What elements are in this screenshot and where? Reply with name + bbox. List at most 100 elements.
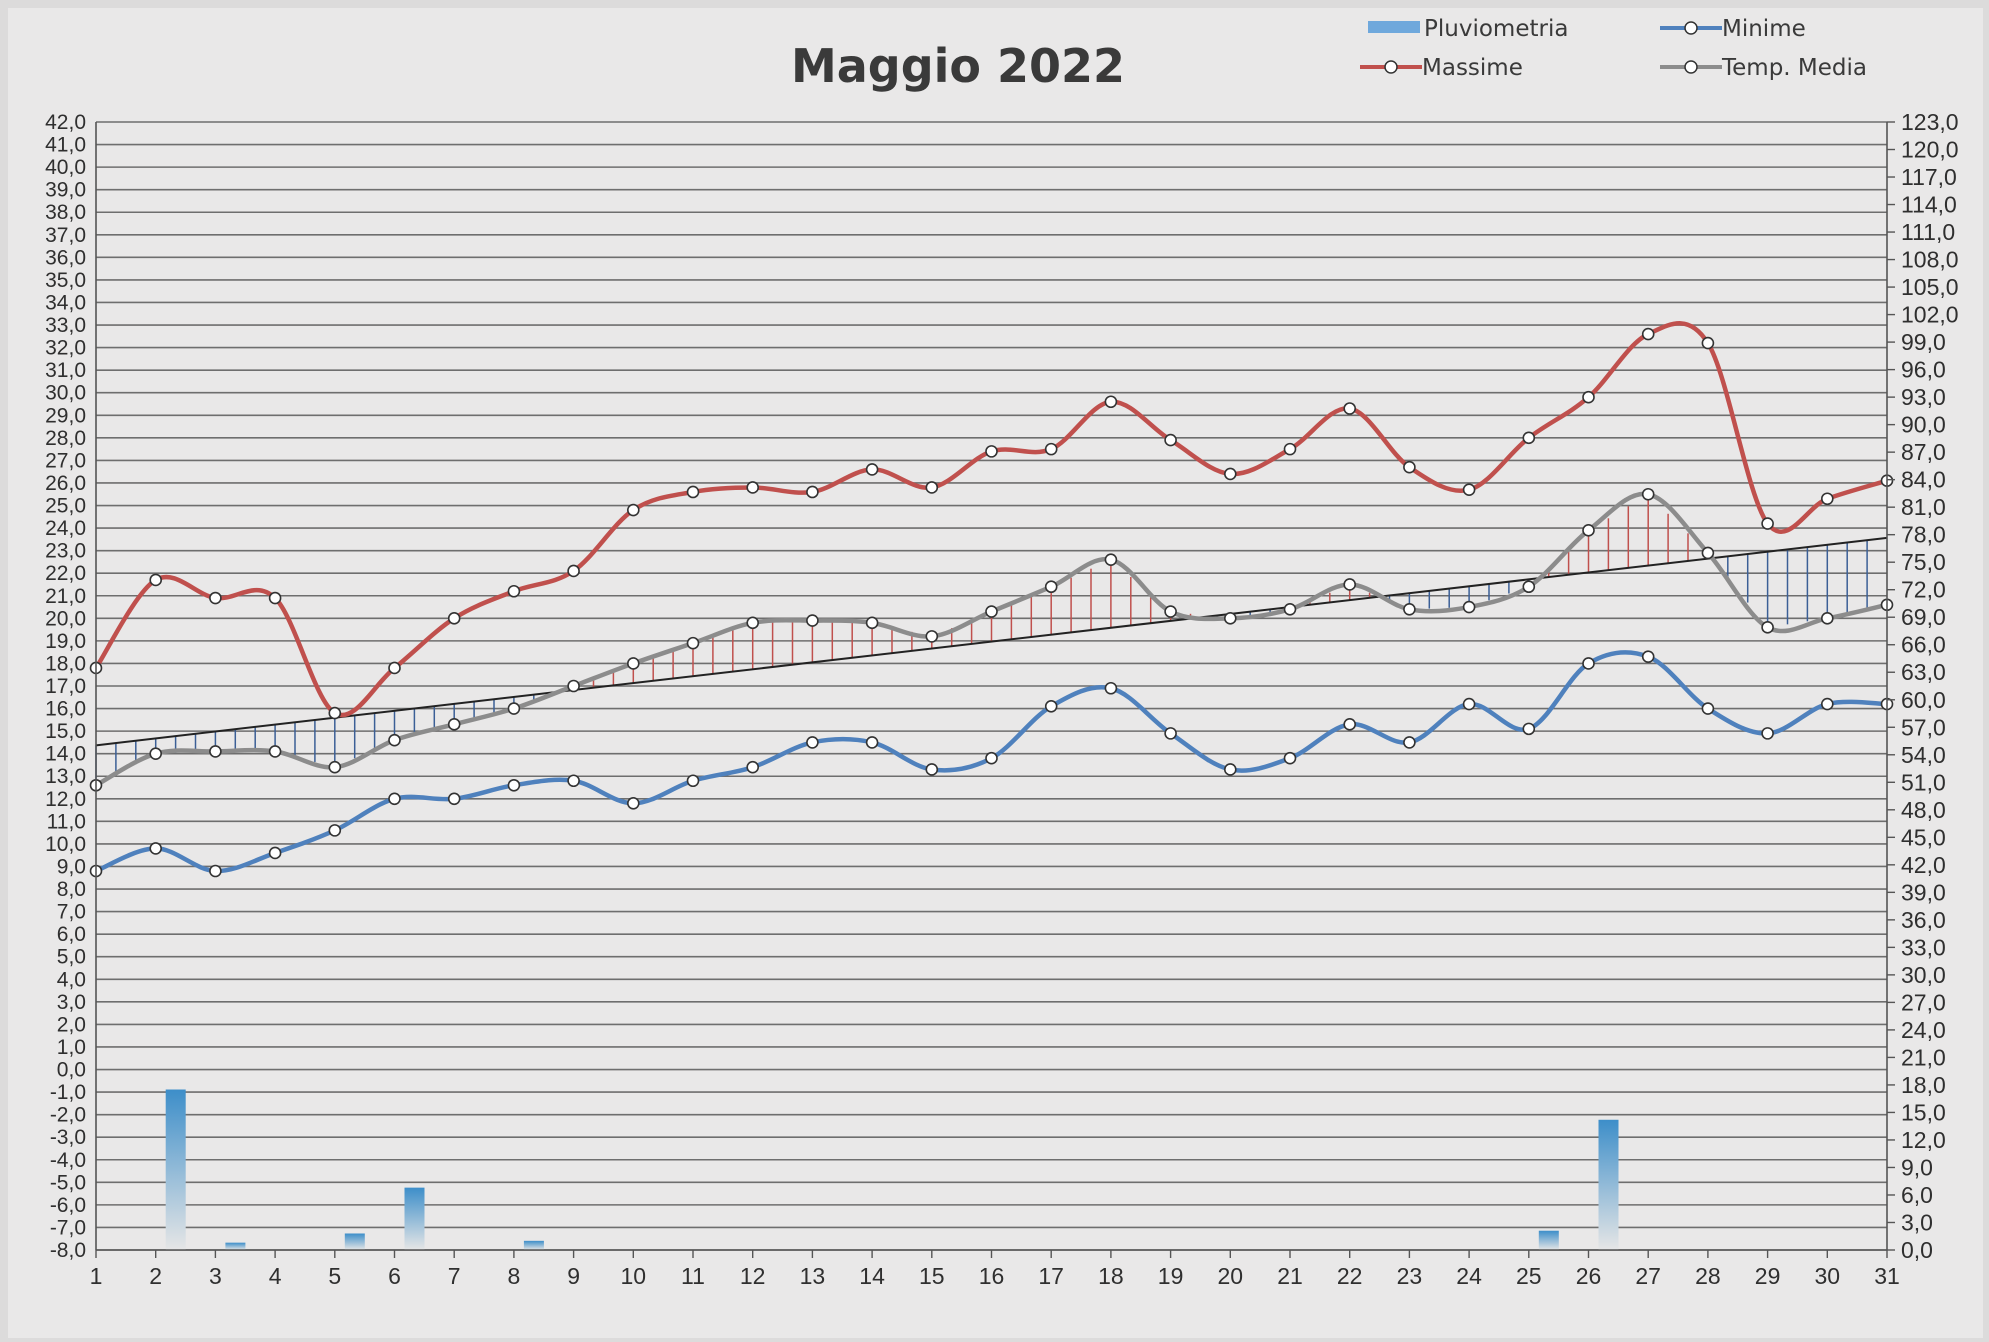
y-left-tick-label: 17,0: [45, 675, 86, 698]
y-right-tick-label: 39,0: [1901, 879, 1946, 905]
y-left-tick-label: 2,0: [57, 1013, 86, 1036]
y-right-tick-label: 108,0: [1901, 247, 1959, 273]
y-left-tick-label: 8,0: [57, 878, 86, 901]
x-tick-label: 19: [1158, 1263, 1184, 1289]
data-point: [1104, 395, 1118, 409]
data-point: [268, 591, 282, 605]
legend-swatch-marker: [1684, 21, 1698, 35]
data-point: [268, 745, 282, 758]
data-point: [1283, 751, 1297, 765]
y-right-tick-label: 105,0: [1901, 274, 1959, 300]
x-tick-label: 1: [90, 1263, 103, 1289]
data-point: [865, 463, 879, 476]
data-point: [1641, 327, 1655, 341]
data-point: [1641, 650, 1655, 663]
y-left-tick-label: 36,0: [45, 246, 86, 269]
data-point: [328, 760, 342, 774]
data-point: [626, 503, 640, 517]
legend-label: Pluviometria: [1424, 16, 1568, 42]
x-tick-label: 7: [448, 1263, 461, 1289]
data-point: [1044, 580, 1058, 594]
x-tick-label: 3: [209, 1263, 222, 1289]
data-point: [1224, 763, 1237, 776]
data-point: [388, 792, 401, 806]
data-point: [567, 679, 580, 693]
x-tick-label: 22: [1337, 1263, 1363, 1289]
y-right-tick-label: 33,0: [1901, 934, 1946, 960]
y-right-tick-label: 45,0: [1901, 824, 1946, 850]
series-line-massime: [94, 321, 1888, 718]
x-tick-label: 28: [1695, 1263, 1721, 1289]
data-point: [1821, 697, 1834, 711]
x-tick-label: 11: [681, 1263, 705, 1289]
y-right-tick-label: 99,0: [1901, 329, 1946, 355]
x-tick-label: 12: [740, 1263, 766, 1289]
y-left-tick-label: -5,0: [50, 1171, 86, 1194]
y-left-tick-label: 21,0: [45, 585, 86, 608]
y-left-tick-label: 12,0: [45, 788, 86, 811]
y-right-tick-label: 48,0: [1901, 797, 1946, 823]
data-point: [686, 774, 700, 788]
data-point: [1104, 553, 1118, 566]
y-left-tick-label: 22,0: [45, 562, 86, 585]
x-tick-label: 29: [1755, 1263, 1781, 1289]
data-point: [567, 564, 580, 578]
data-point: [1522, 580, 1536, 594]
y-right-tick-label: 66,0: [1901, 632, 1946, 658]
y-left-tick-label: 20,0: [45, 607, 86, 630]
x-tick-label: 24: [1456, 1263, 1482, 1289]
y-right-tick-label: 42,0: [1901, 852, 1946, 878]
rain-bar: [523, 1240, 544, 1250]
data-point: [925, 763, 939, 776]
data-point: [209, 745, 222, 758]
data-point: [1701, 546, 1715, 560]
y-right-tick-label: 60,0: [1901, 687, 1946, 713]
y-left-tick-label: 27,0: [45, 449, 86, 472]
y-left-tick-label: 0,0: [57, 1059, 86, 1082]
data-point: [328, 706, 342, 720]
data-point: [1821, 612, 1834, 625]
data-point: [985, 751, 998, 765]
data-point: [865, 736, 879, 749]
x-tick-label: 5: [328, 1263, 341, 1289]
data-point: [985, 445, 998, 458]
rain-bar: [1598, 1119, 1619, 1250]
y-right-tick-label: 117,0: [1901, 164, 1957, 190]
data-point: [746, 616, 760, 630]
data-point: [447, 718, 461, 731]
data-point: [149, 842, 162, 855]
y-right-tick-label: 123,0: [1901, 109, 1959, 135]
data-point: [507, 778, 521, 792]
rain-bar: [225, 1242, 246, 1250]
data-point: [1403, 736, 1416, 749]
data-point: [328, 824, 342, 837]
data-point: [985, 605, 998, 618]
data-point: [686, 636, 700, 650]
data-point: [1224, 612, 1237, 625]
y-right-tick-label: 6,0: [1901, 1182, 1933, 1208]
series-lines: [89, 321, 1894, 878]
y-left-tick-label: 33,0: [45, 314, 86, 337]
y-left-tick-label: 19,0: [45, 630, 86, 653]
y-left-tick-label: -3,0: [50, 1126, 86, 1149]
data-point: [925, 630, 939, 643]
y-left-tick-label: 25,0: [45, 495, 86, 518]
data-point: [1701, 336, 1715, 350]
data-point: [806, 614, 819, 627]
x-tick-label: 10: [621, 1263, 647, 1289]
data-point: [447, 792, 461, 806]
data-point: [1821, 492, 1834, 506]
legend-label: Massime: [1422, 55, 1523, 81]
x-tick-label: 17: [1038, 1263, 1064, 1289]
y-left-tick-label: 13,0: [45, 765, 86, 788]
x-tick-label: 2: [149, 1263, 162, 1289]
y-right-tick-label: 21,0: [1901, 1044, 1946, 1070]
data-point: [1164, 727, 1177, 740]
chart-title: Maggio 2022: [791, 39, 1125, 93]
y-left-tick-label: 40,0: [45, 156, 86, 179]
y-right-tick-label: 72,0: [1901, 577, 1946, 603]
axes: -8,0-7,0-6,0-5,0-4,0-3,0-2,0-1,00,01,02,…: [45, 109, 1958, 1289]
x-tick-label: 20: [1218, 1263, 1244, 1289]
y-left-tick-label: 4,0: [57, 968, 86, 991]
